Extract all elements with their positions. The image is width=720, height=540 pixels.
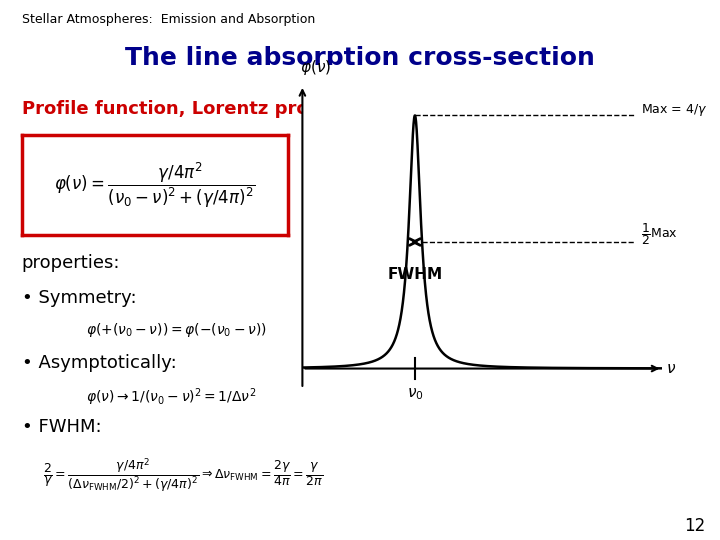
Text: • Symmetry:: • Symmetry:	[22, 289, 136, 307]
Text: Stellar Atmospheres:  Emission and Absorption: Stellar Atmospheres: Emission and Absorp…	[22, 14, 315, 26]
Text: Profile function, Lorentz profile: Profile function, Lorentz profile	[22, 100, 341, 118]
Text: $\varphi(\nu)$: $\varphi(\nu)$	[300, 58, 331, 77]
Text: 12: 12	[684, 517, 706, 535]
Text: $\nu_0$: $\nu_0$	[407, 386, 423, 402]
Text: FWHM: FWHM	[387, 267, 443, 282]
Text: $\varphi(\nu) = \dfrac{\gamma / 4\pi^2}{(\nu_0 - \nu)^2 + (\gamma / 4\pi)^2}$: $\varphi(\nu) = \dfrac{\gamma / 4\pi^2}{…	[54, 160, 256, 210]
Text: • Asymptotically:: • Asymptotically:	[22, 354, 176, 372]
Text: • FWHM:: • FWHM:	[22, 418, 102, 436]
Text: $\nu$: $\nu$	[666, 361, 676, 376]
Text: $\varphi(+(\nu_0 - \nu)) = \varphi(-(\nu_0 - \nu))$: $\varphi(+(\nu_0 - \nu)) = \varphi(-(\nu…	[86, 321, 267, 339]
Text: $\dfrac{1}{2}$Max: $\dfrac{1}{2}$Max	[641, 221, 678, 247]
Text: $\varphi(\nu) \rightarrow 1/(\nu_0 - \nu)^2 = 1/\Delta\nu^2$: $\varphi(\nu) \rightarrow 1/(\nu_0 - \nu…	[86, 386, 257, 408]
Text: The line absorption cross-section: The line absorption cross-section	[125, 46, 595, 70]
Text: $\dfrac{2}{\gamma} = \dfrac{\gamma / 4\pi^2}{(\Delta\nu_\mathrm{FWHM}/2)^2 + (\g: $\dfrac{2}{\gamma} = \dfrac{\gamma / 4\p…	[43, 456, 323, 494]
Text: properties:: properties:	[22, 254, 120, 272]
Text: Max = 4/$\gamma$: Max = 4/$\gamma$	[641, 103, 707, 118]
